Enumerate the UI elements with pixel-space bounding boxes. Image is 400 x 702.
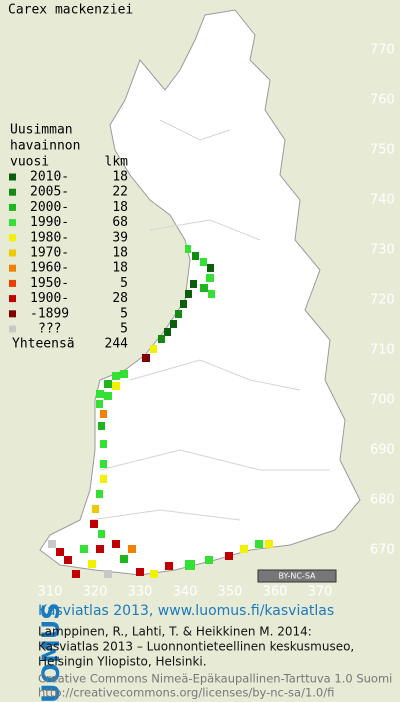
license-line: Creative Commons Nimeä-Epäkaupallinen-Ta…: [38, 672, 392, 686]
easting-label: 320: [83, 585, 108, 600]
legend-label: 1960-: [30, 261, 69, 276]
total-count: 244: [105, 337, 129, 352]
headline: Kasviatlas 2013, www.luomus.fi/kasviatla…: [38, 603, 334, 619]
legend-label: 1900-: [30, 291, 69, 306]
northing-label: 710: [370, 343, 395, 358]
legend-count: 5: [120, 306, 128, 321]
legend-swatch: [9, 310, 16, 318]
legend-swatch: [9, 325, 16, 333]
easting-label: 310: [38, 585, 63, 600]
northing-label: 720: [370, 293, 395, 308]
brand: LUOMUS: [37, 603, 65, 702]
total-label: Yhteensä: [12, 337, 75, 352]
legend-heading: havainnon: [10, 139, 80, 154]
legend-swatch: [9, 295, 16, 303]
northing-label: 750: [370, 143, 395, 158]
legend-label: 1950-: [30, 276, 69, 291]
legend-count: 18: [112, 246, 128, 261]
legend-label: 2005-: [30, 185, 69, 200]
citation-line: Lamppinen, R., Lahti, T. & Heikkinen M. …: [38, 625, 312, 639]
title: Carex mackenziei: [8, 3, 133, 18]
legend-heading: Uusimman: [10, 123, 73, 138]
legend-label: 2010-: [30, 170, 69, 185]
legend-swatch: [9, 234, 16, 242]
badge-text: BY-NC-SA: [278, 572, 316, 581]
legend-swatch: [9, 279, 16, 287]
legend-count: 18: [112, 170, 128, 185]
northing-label: 760: [370, 93, 395, 108]
legend-count: 39: [112, 230, 128, 245]
northing-label: 670: [370, 543, 395, 558]
northing-label: 730: [370, 243, 395, 258]
occurrence-squares: [48, 245, 273, 578]
citation-line: Helsingin Yliopisto, Helsinki.: [38, 655, 207, 669]
license-line: http://creativecommons.org/licenses/by-n…: [38, 686, 334, 700]
region-borders: [89, 119, 330, 521]
legend-count: 28: [112, 291, 128, 306]
easting-label: 350: [218, 585, 243, 600]
northing-label: 740: [370, 193, 395, 208]
legend-label: 2000-: [30, 200, 69, 215]
license-badge: [257, 569, 337, 583]
legend-label: 1980-: [30, 230, 69, 245]
easting-label: 340: [173, 585, 198, 600]
legend-label: 1990-: [30, 215, 69, 230]
legend-count: 5: [120, 276, 128, 291]
legend-label: 1970-: [30, 246, 69, 261]
legend-label: -1899: [30, 306, 69, 321]
legend-swatch: [9, 173, 16, 181]
easting-label: 360: [263, 585, 288, 600]
legend-swatch: [9, 203, 16, 211]
easting-label: 330: [128, 585, 153, 600]
legend-swatch: [9, 249, 16, 257]
legend-count: 18: [112, 200, 128, 215]
legend-swatch: [9, 188, 16, 196]
easting-label: 370: [308, 585, 333, 600]
legend-count: 68: [112, 215, 128, 230]
legend-heading: vuosi: [10, 155, 49, 170]
country-outline: [39, 9, 361, 576]
legend-count: 5: [120, 322, 128, 337]
legend-swatch: [9, 264, 16, 272]
northing-label: 700: [370, 393, 395, 408]
legend-count: 22: [112, 185, 128, 200]
northing-label: 690: [370, 443, 395, 458]
legend-swatch: [9, 219, 16, 227]
northing-label: 680: [370, 493, 395, 508]
citation-line: Kasviatlas 2013 – Luonnontieteellinen ke…: [38, 640, 354, 654]
legend-label: ???: [38, 322, 61, 337]
northing-label: 770: [370, 43, 395, 58]
legend-count: 18: [112, 261, 128, 276]
legend-count-heading: lkm: [105, 155, 129, 170]
